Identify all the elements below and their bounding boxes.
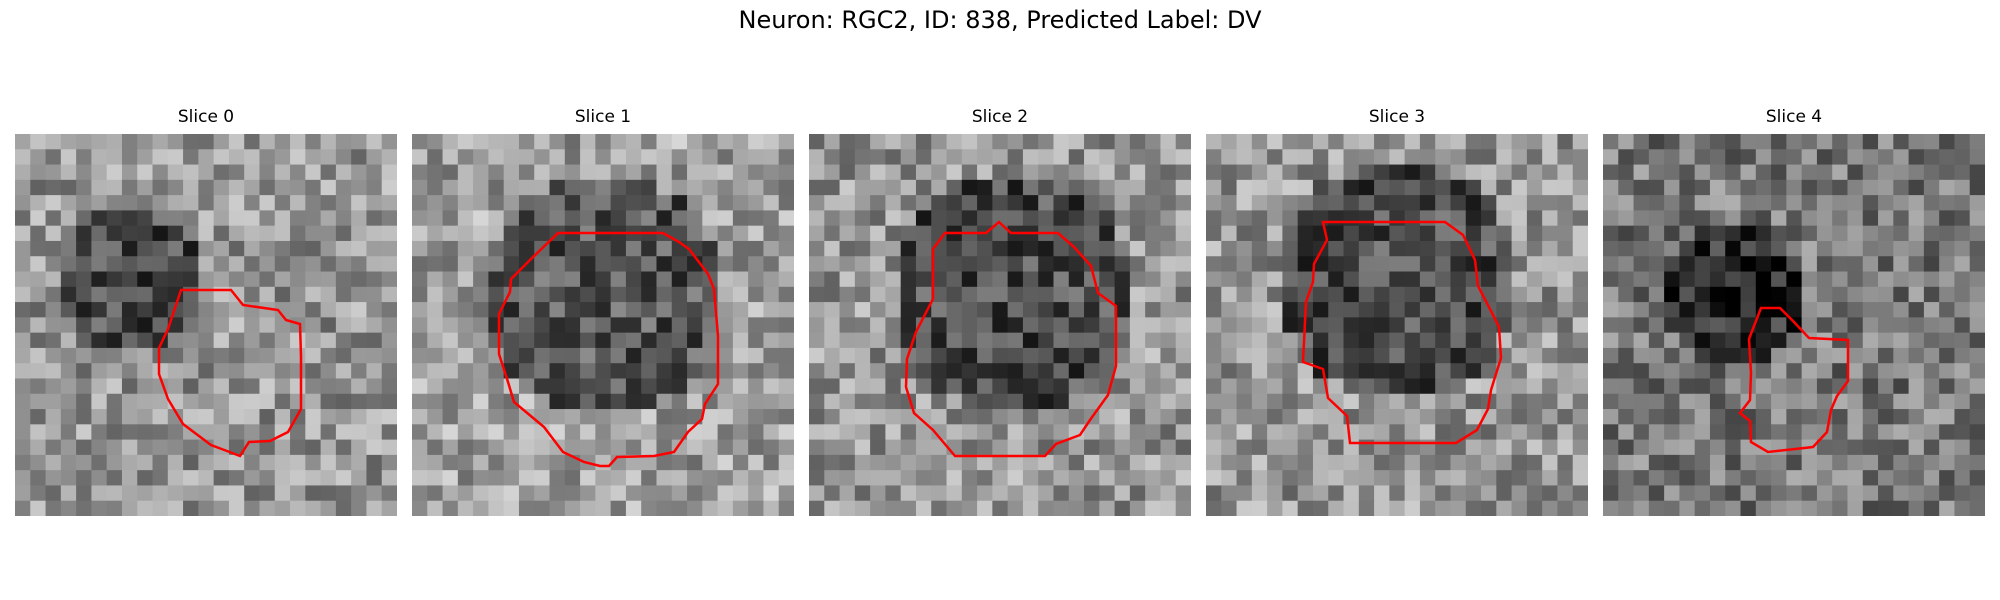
slice-1-title: Slice 1 <box>574 107 632 127</box>
slice-0-title: Slice 0 <box>177 107 235 127</box>
slice-2-title: Slice 2 <box>971 107 1029 127</box>
pixel-tiles <box>412 134 794 516</box>
slice-0-image <box>15 134 397 516</box>
pixel-tiles <box>809 134 1191 516</box>
roi-contour <box>497 231 720 468</box>
figure-title: Neuron: RGC2, ID: 838, Predicted Label: … <box>738 6 1262 34</box>
slice-4-title: Slice 4 <box>1765 107 1823 127</box>
slice-3-image <box>1206 134 1588 516</box>
slice-1-image <box>412 134 794 516</box>
pixel-tiles <box>15 134 397 516</box>
roi-contour <box>1738 306 1850 454</box>
pixel-tiles <box>1603 134 1985 516</box>
slice-4-image <box>1603 134 1985 516</box>
roi-contour <box>1301 220 1503 445</box>
pixel-tiles <box>1206 134 1588 516</box>
roi-contour <box>904 220 1118 458</box>
slice-3-title: Slice 3 <box>1368 107 1426 127</box>
slice-2-image <box>809 134 1191 516</box>
roi-contour <box>157 288 303 458</box>
